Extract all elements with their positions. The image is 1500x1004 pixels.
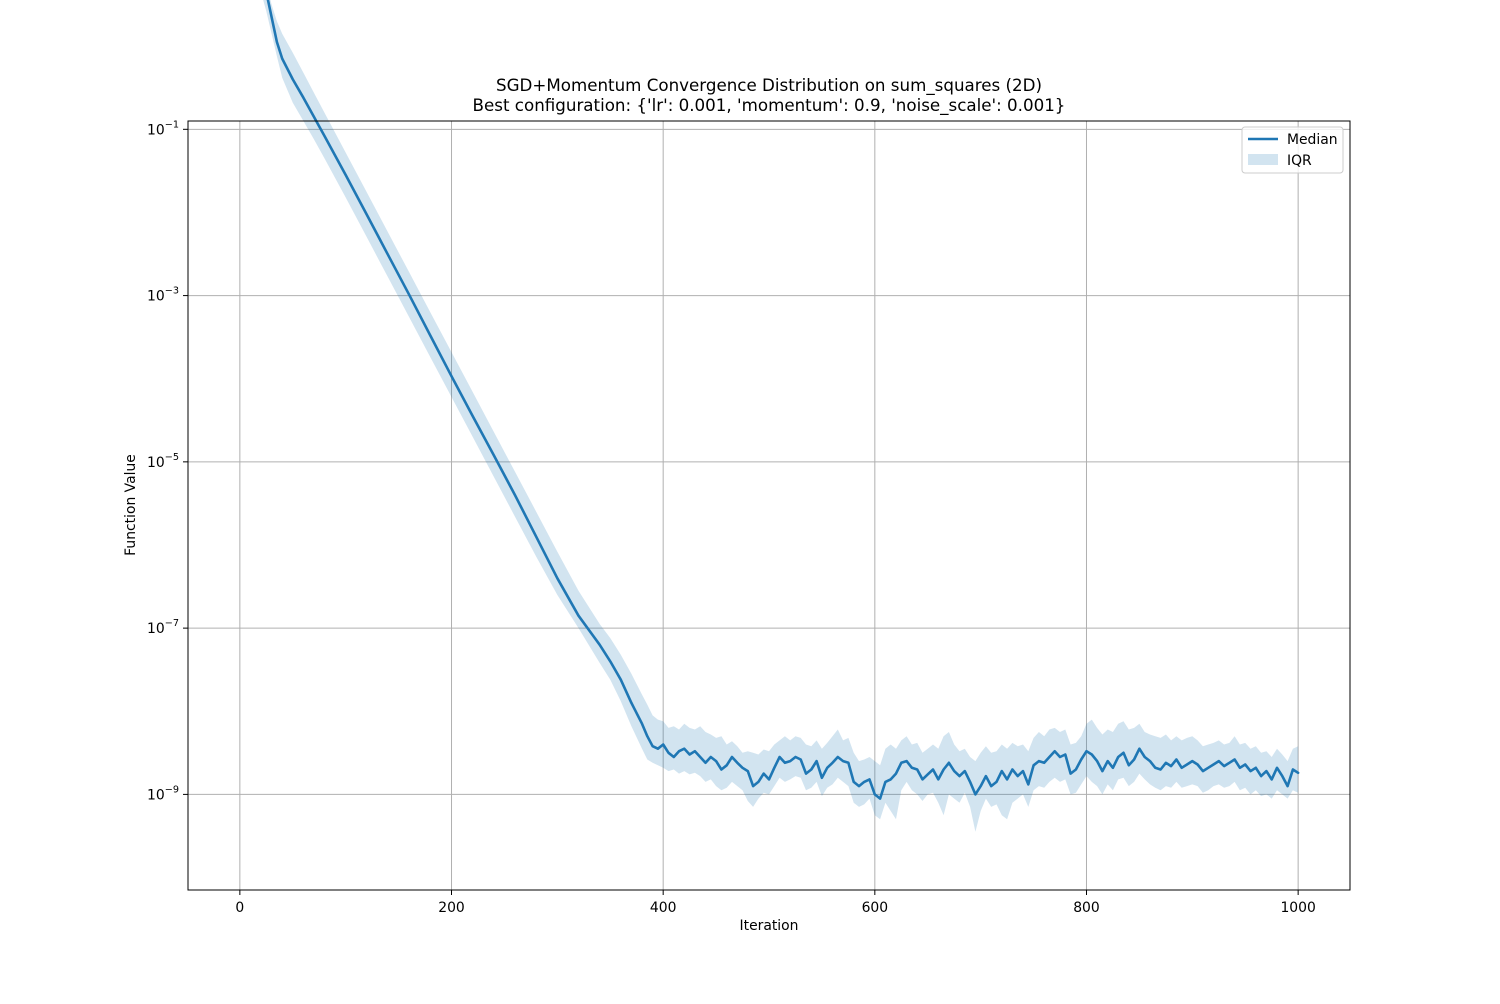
legend-median-label: Median [1287, 132, 1338, 148]
legend-iqr-swatch [1248, 154, 1278, 165]
legend: Median IQR [1241, 126, 1344, 174]
median-line-layer [266, 0, 1300, 800]
grid-lines [188, 121, 1350, 890]
x-tick-label: 1000 [1280, 900, 1315, 916]
y-axis-ticks: 10110−110−310−510−710−9 [147, 119, 188, 803]
plot-frame [187, 120, 1351, 891]
y-tick-label: 10−1 [147, 119, 179, 138]
x-tick-label: 800 [1073, 900, 1100, 916]
iqr-band [263, 0, 1299, 832]
x-axis-ticks: 0 200 400 600 800 1000 [235, 890, 1316, 916]
x-tick-label: 0 [235, 900, 244, 916]
iqr-band-layer [263, 0, 1299, 832]
x-tick-label: 600 [862, 900, 889, 916]
y-tick-label: 10−3 [147, 286, 179, 305]
x-axis-label: Iteration [740, 918, 799, 934]
chart-subtitle: Best configuration: {'lr': 0.001, 'momen… [473, 95, 1066, 116]
chart-title: SGD+Momentum Convergence Distribution on… [496, 75, 1042, 96]
y-tick-label: 10−5 [147, 452, 179, 471]
y-tick-label: 10−9 [147, 784, 179, 803]
x-tick-label: 400 [650, 900, 677, 916]
x-tick-label: 200 [438, 900, 465, 916]
legend-iqr-label: IQR [1287, 153, 1312, 169]
y-tick-label: 10−7 [147, 618, 179, 637]
y-axis-label: Function Value [123, 454, 139, 556]
median-line [266, 0, 1300, 800]
